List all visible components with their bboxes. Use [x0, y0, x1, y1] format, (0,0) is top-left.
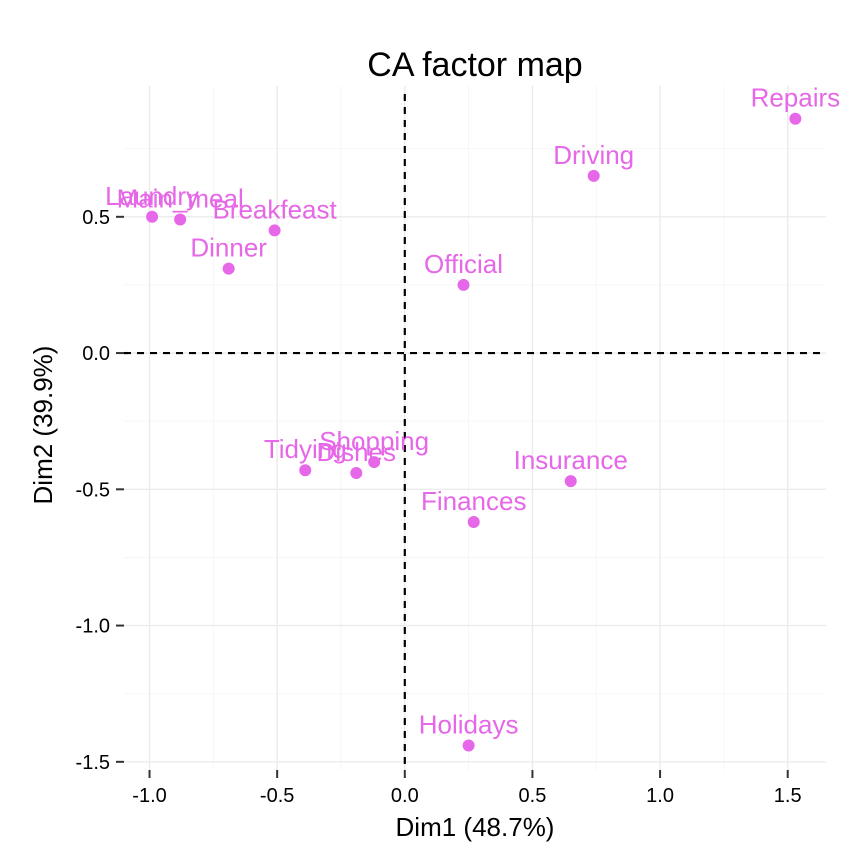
data-point	[174, 213, 187, 226]
point-label: Driving	[553, 140, 634, 170]
data-point	[587, 169, 600, 182]
data-point	[299, 464, 312, 477]
y-tick-label: -0.5	[76, 479, 110, 501]
data-points	[146, 112, 802, 752]
point-label: Insurance	[514, 445, 628, 475]
x-tick-label: -1.0	[132, 785, 166, 807]
point-label: Finances	[421, 486, 527, 516]
data-point	[350, 466, 363, 479]
y-axis-label: Dim2 (39.9%)	[28, 346, 58, 505]
y-tick-label: -1.0	[76, 616, 110, 638]
x-tick-label: -0.5	[260, 785, 294, 807]
axis-ticks: -1.0 -0.5 0.0 0.5 1.0 1.5 -1.5 -1.0 -0.5 0.0 0.5	[76, 207, 802, 807]
point-label: Holidays	[419, 709, 519, 739]
data-point	[457, 278, 470, 291]
x-tick-label: 0.5	[519, 785, 547, 807]
reference-lines	[124, 94, 826, 770]
data-point	[789, 112, 802, 125]
data-point	[467, 516, 480, 529]
point-label: Shopping	[319, 426, 429, 456]
point-label: Laundry	[105, 181, 199, 211]
chart-title: CA factor map	[367, 46, 582, 84]
data-point	[146, 210, 159, 223]
point-label: Official	[424, 249, 503, 279]
x-tick-label: 1.5	[774, 785, 802, 807]
x-tick-label: 0.0	[391, 785, 419, 807]
data-point	[268, 224, 281, 237]
point-label: Tidying	[264, 434, 347, 464]
x-axis-label: Dim1 (48.7%)	[396, 812, 555, 842]
point-label: Dishes	[317, 437, 396, 467]
y-tick-label: 0.5	[82, 207, 110, 229]
y-tick-label: -1.5	[76, 752, 110, 774]
data-point	[462, 739, 475, 752]
x-tick-label: 1.0	[646, 785, 674, 807]
data-point	[222, 262, 235, 275]
point-label: Dinner	[190, 233, 267, 263]
point-label: Main_meal	[117, 184, 244, 214]
y-tick-label: 0.0	[82, 343, 110, 365]
data-point	[564, 475, 577, 488]
point-label: Repairs	[751, 83, 841, 113]
data-point	[368, 456, 381, 469]
point-label: Breakfeast	[212, 194, 337, 224]
